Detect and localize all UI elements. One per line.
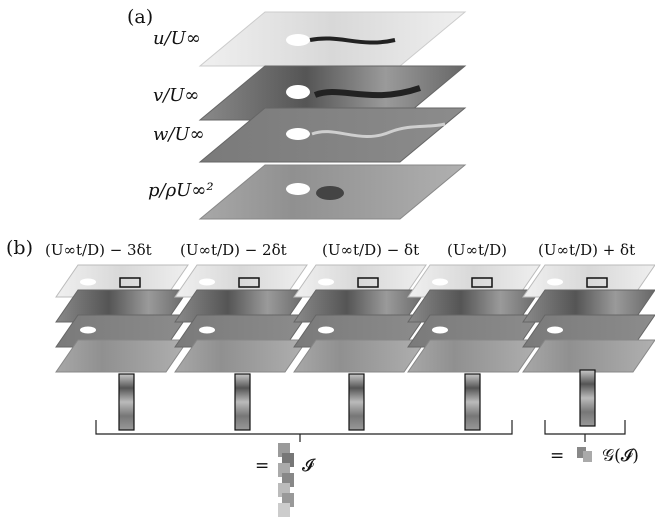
panel-b-stacks <box>55 264 655 373</box>
strip-5 <box>579 369 596 427</box>
slice-p <box>198 164 467 220</box>
extracted-strips <box>118 369 596 431</box>
output-patch-icon <box>577 447 592 462</box>
slice-w <box>198 107 467 163</box>
strip-3 <box>348 373 365 431</box>
time-label-5: (U∞t/D) + δt <box>538 241 636 259</box>
strip-2 <box>234 373 251 431</box>
stack-t <box>407 264 541 373</box>
input-stack-icon <box>278 443 294 517</box>
field-label-u: u/U∞ <box>153 28 201 49</box>
output-symbol: 𝒢(𝓘) <box>602 446 639 466</box>
field-label-v: v/U∞ <box>153 85 200 106</box>
panel-a-slices <box>198 11 467 220</box>
stack-t-minus-3 <box>55 264 189 373</box>
panel-a-label: (a) <box>127 6 154 28</box>
time-label-1: (U∞t/D) − 3δt <box>45 241 152 259</box>
slice-v <box>198 65 467 121</box>
slice-u <box>198 11 467 67</box>
input-equals: = <box>255 456 270 476</box>
field-label-w: w/U∞ <box>153 124 205 145</box>
stack-t-minus-1 <box>293 264 427 373</box>
stack-t-minus-2 <box>174 264 308 373</box>
stack-t-plus-1 <box>522 264 655 373</box>
input-symbol: 𝓘 <box>302 456 314 476</box>
time-label-4: (U∞t/D) <box>447 241 507 259</box>
strip-4 <box>464 373 481 431</box>
panel-b-label: (b) <box>6 237 33 259</box>
input-bracket <box>95 420 513 435</box>
field-label-p: p/ρU∞² <box>148 180 214 201</box>
time-label-3: (U∞t/D) − δt <box>322 241 420 259</box>
time-label-2: (U∞t/D) − 2δt <box>180 241 287 259</box>
strip-1 <box>118 373 135 431</box>
output-equals: = <box>550 446 565 466</box>
